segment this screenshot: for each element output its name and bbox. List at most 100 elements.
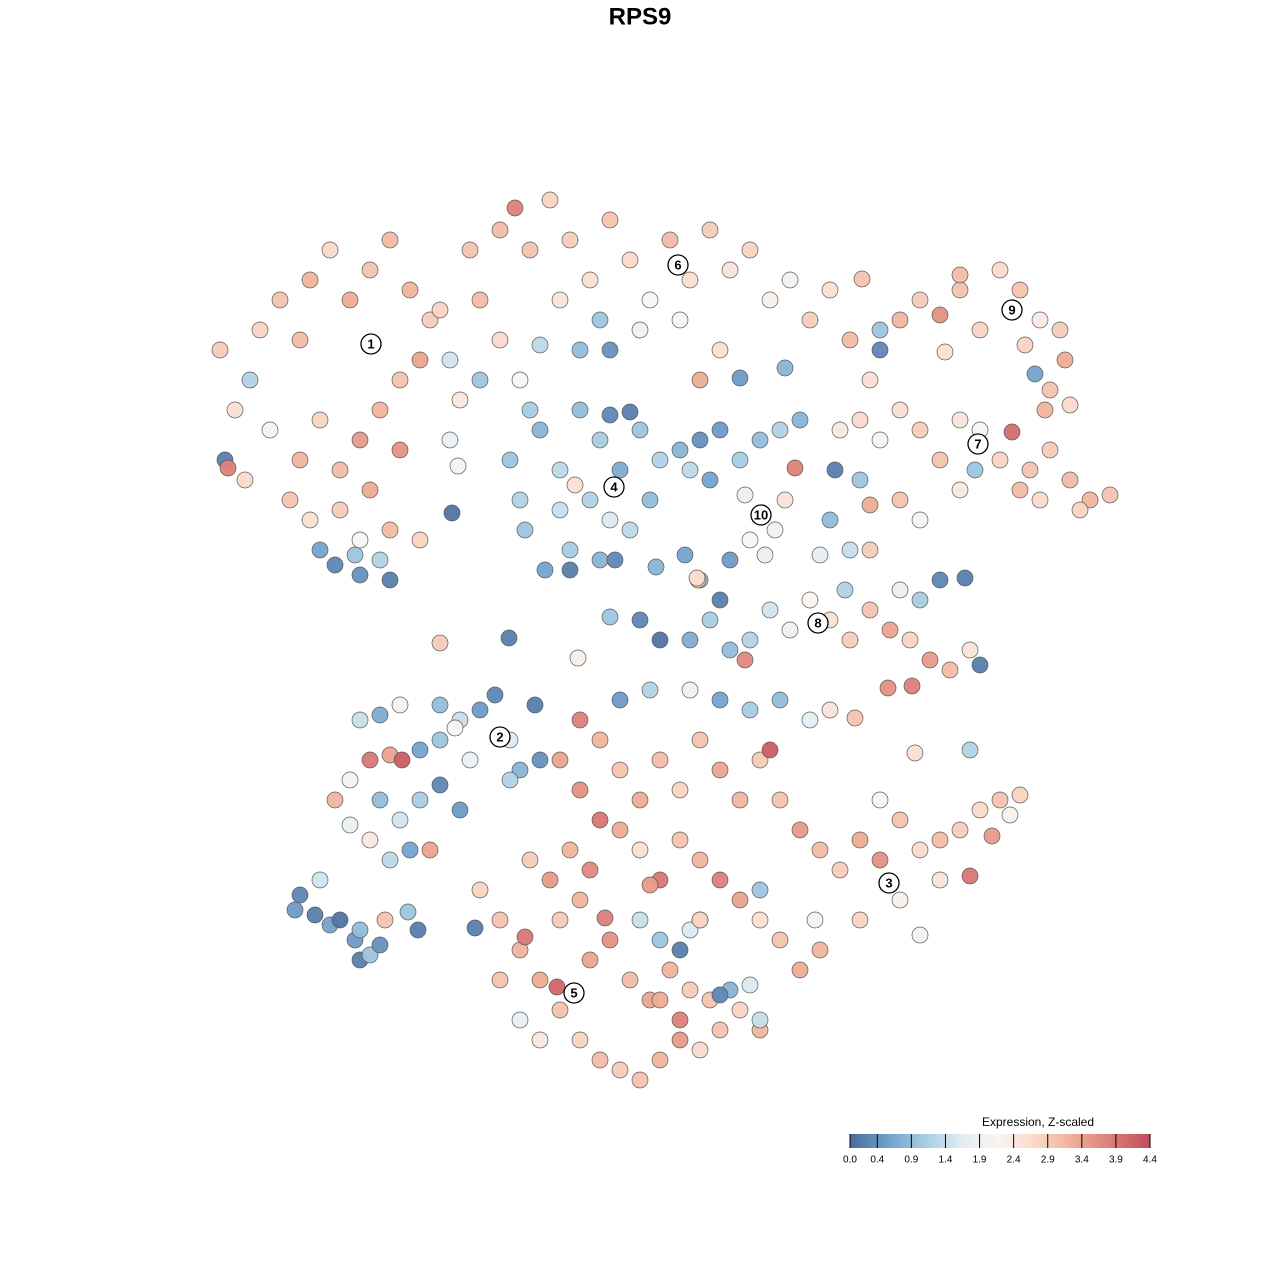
- point: [601, 931, 619, 949]
- point: [681, 981, 699, 999]
- point: [691, 371, 709, 389]
- point: [601, 511, 619, 529]
- point: [931, 306, 949, 324]
- cluster-labels: 1 2 3 4 5 6 7 8 9 10: [360, 254, 1023, 1004]
- point: [219, 459, 237, 477]
- point: [441, 351, 459, 369]
- point: [1031, 311, 1049, 329]
- colorbar-tick-label: 2.4: [1007, 1155, 1021, 1166]
- point: [911, 926, 929, 944]
- point: [641, 876, 659, 894]
- point: [688, 569, 706, 587]
- point: [361, 481, 379, 499]
- point: [449, 457, 467, 475]
- point: [801, 311, 819, 329]
- point: [951, 281, 969, 299]
- cluster-label: 9: [1008, 302, 1015, 317]
- point: [961, 741, 979, 759]
- colorbar-tick-label: 0.4: [870, 1155, 884, 1166]
- point: [1101, 486, 1119, 504]
- cluster-label: 1: [367, 336, 374, 351]
- point: [551, 911, 569, 929]
- point: [531, 1031, 549, 1049]
- point: [551, 461, 569, 479]
- point: [461, 241, 479, 259]
- point: [641, 291, 659, 309]
- point: [536, 561, 554, 579]
- point: [671, 441, 689, 459]
- cluster-badge: [563, 982, 585, 1004]
- point: [691, 911, 709, 929]
- point: [1011, 786, 1029, 804]
- point: [566, 476, 584, 494]
- point: [853, 270, 871, 288]
- point: [731, 451, 749, 469]
- point: [731, 1001, 749, 1019]
- point: [361, 261, 379, 279]
- point: [711, 986, 729, 1004]
- point: [286, 901, 304, 919]
- point: [581, 861, 599, 879]
- point: [991, 261, 1009, 279]
- point: [691, 431, 709, 449]
- point: [1021, 461, 1039, 479]
- point: [506, 199, 524, 217]
- point: [736, 651, 754, 669]
- point: [321, 241, 339, 259]
- point: [731, 791, 749, 809]
- point: [471, 881, 489, 899]
- point: [891, 311, 909, 329]
- point: [411, 531, 429, 549]
- point: [741, 531, 759, 549]
- point: [569, 649, 587, 667]
- chart-title: RPS9: [609, 3, 672, 30]
- cluster-badge: [489, 726, 511, 748]
- point: [471, 371, 489, 389]
- point: [751, 431, 769, 449]
- colorbar-tick-label: 3.4: [1075, 1155, 1089, 1166]
- point: [1041, 381, 1059, 399]
- point: [681, 461, 699, 479]
- point: [651, 751, 669, 769]
- point: [399, 903, 417, 921]
- point: [391, 696, 409, 714]
- point: [621, 971, 639, 989]
- point: [761, 601, 779, 619]
- point: [891, 891, 909, 909]
- point: [806, 911, 824, 929]
- point: [1061, 471, 1079, 489]
- point: [311, 541, 329, 559]
- point: [311, 871, 329, 889]
- point: [936, 343, 954, 361]
- colorbar-tick-label: 0.0: [843, 1155, 857, 1166]
- point: [931, 571, 949, 589]
- point: [291, 331, 309, 349]
- point: [903, 677, 921, 695]
- point: [351, 711, 369, 729]
- point: [371, 936, 389, 954]
- point: [571, 341, 589, 359]
- point: [551, 501, 569, 519]
- point: [841, 631, 859, 649]
- point: [861, 496, 879, 514]
- point: [676, 546, 694, 564]
- point: [871, 851, 889, 869]
- point: [361, 831, 379, 849]
- point: [891, 581, 909, 599]
- point: [831, 861, 849, 879]
- point: [1071, 501, 1089, 519]
- colorbar: Expression, Z-scaled 0.0 0.4 0.9 1.4 1.9 2.4 2…: [843, 1115, 1157, 1165]
- point: [431, 634, 449, 652]
- point: [341, 816, 359, 834]
- point: [741, 976, 759, 994]
- point: [751, 911, 769, 929]
- point: [879, 679, 897, 697]
- point: [791, 411, 809, 429]
- point: [326, 791, 344, 809]
- cluster-badge: [878, 872, 900, 894]
- point: [781, 271, 799, 289]
- point: [821, 281, 839, 299]
- point: [911, 841, 929, 859]
- point: [801, 591, 819, 609]
